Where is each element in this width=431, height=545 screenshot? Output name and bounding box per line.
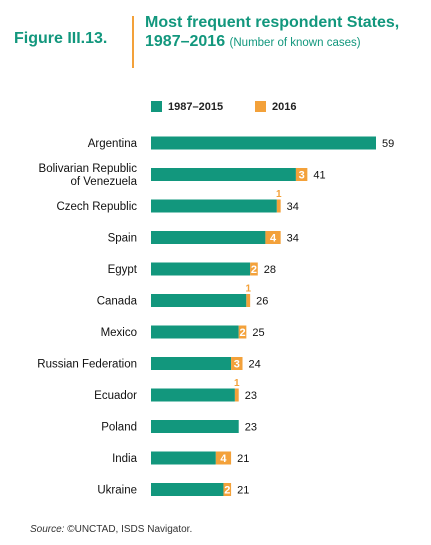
- bar-2016: [276, 199, 281, 213]
- bar-1987-2015: [151, 262, 251, 276]
- bar-1987-2015: [151, 357, 232, 370]
- bar-1987-2015: [151, 388, 235, 402]
- data-label-2016: 4: [270, 233, 277, 245]
- bar-1987-2015: [151, 136, 376, 150]
- data-label-total: 26: [256, 296, 268, 308]
- bar-1987-2015: [151, 451, 216, 465]
- data-label-total: 24: [249, 359, 261, 371]
- category-label: Czech Republic: [56, 201, 137, 213]
- bar-2016: [265, 231, 281, 244]
- bar-1987-2015: [151, 294, 247, 307]
- title-divider: [132, 16, 134, 68]
- category-label: Ukraine: [97, 485, 137, 497]
- data-label-2016: 4: [220, 453, 227, 465]
- bar-1987-2015: [151, 420, 239, 433]
- data-label-total: 25: [252, 327, 264, 339]
- data-label-total: 23: [245, 390, 257, 402]
- category-label: Canada: [97, 296, 138, 308]
- data-label-total: 41: [313, 170, 325, 182]
- bar-1987-2015: [151, 483, 224, 496]
- bar-1987-2015: [151, 168, 296, 181]
- bar-2016: [238, 325, 247, 339]
- bar-2016: [215, 451, 232, 465]
- data-label-2016: 2: [251, 264, 257, 276]
- category-label: Bolivarian Republic: [39, 163, 138, 175]
- figure-title: Most frequent respondent States, 1987–20…: [145, 13, 425, 53]
- data-label-total: 34: [287, 201, 299, 213]
- data-label-2016: 1: [245, 284, 251, 295]
- bar-2016: [250, 262, 258, 276]
- data-label-total: 21: [237, 453, 249, 465]
- figure-title-main: Most frequent respondent States, 1987–20…: [145, 14, 400, 50]
- data-label-total: 59: [382, 138, 394, 150]
- bar-2016: [234, 388, 239, 402]
- data-label-2016: 1: [276, 189, 282, 200]
- data-label-2016: 3: [299, 170, 305, 182]
- category-label: Egypt: [108, 264, 138, 276]
- bar-1987-2015: [151, 325, 239, 339]
- bar-1987-2015: [151, 199, 277, 213]
- category-label: Russian Federation: [37, 359, 137, 371]
- data-label-total: 34: [287, 233, 299, 245]
- category-label: Poland: [101, 422, 137, 434]
- bar-1987-2015: [151, 231, 266, 244]
- source-note: Source: ©UNCTAD, ISDS Navigator.: [30, 524, 192, 535]
- source-prefix: Source:: [30, 524, 65, 535]
- data-label-total: 28: [264, 264, 276, 276]
- bar-2016: [246, 294, 251, 307]
- legend-label-1987-2015: 1987–2015: [168, 101, 223, 113]
- category-label: Ecuador: [94, 390, 137, 402]
- category-label: India: [112, 453, 138, 465]
- category-label: Mexico: [101, 327, 137, 339]
- bar-2016: [223, 483, 232, 496]
- figure-label: Figure III.13.: [14, 30, 108, 47]
- category-label: Argentina: [88, 138, 138, 150]
- figure-title-subtitle: (Number of known cases): [229, 37, 361, 49]
- legend-swatch-1987-2015: [151, 101, 162, 112]
- legend-swatch-2016: [255, 101, 266, 112]
- bar-2016: [231, 357, 243, 370]
- data-label-2016: 3: [234, 359, 240, 371]
- data-label-2016: 2: [239, 327, 245, 339]
- source-text: ©UNCTAD, ISDS Navigator.: [67, 524, 193, 535]
- bar-2016: [295, 168, 308, 181]
- data-label-total: 21: [237, 485, 249, 497]
- bar-chart: 1987–2015 2016 Argentina 59 Bolivarian Repub…: [37, 101, 394, 497]
- data-label-2016: 2: [224, 485, 230, 497]
- category-label: Spain: [108, 233, 137, 245]
- data-label-2016: 1: [234, 378, 240, 389]
- legend-label-2016: 2016: [272, 101, 296, 113]
- data-label-total: 23: [245, 422, 257, 434]
- category-label: of Venezuela: [70, 176, 137, 188]
